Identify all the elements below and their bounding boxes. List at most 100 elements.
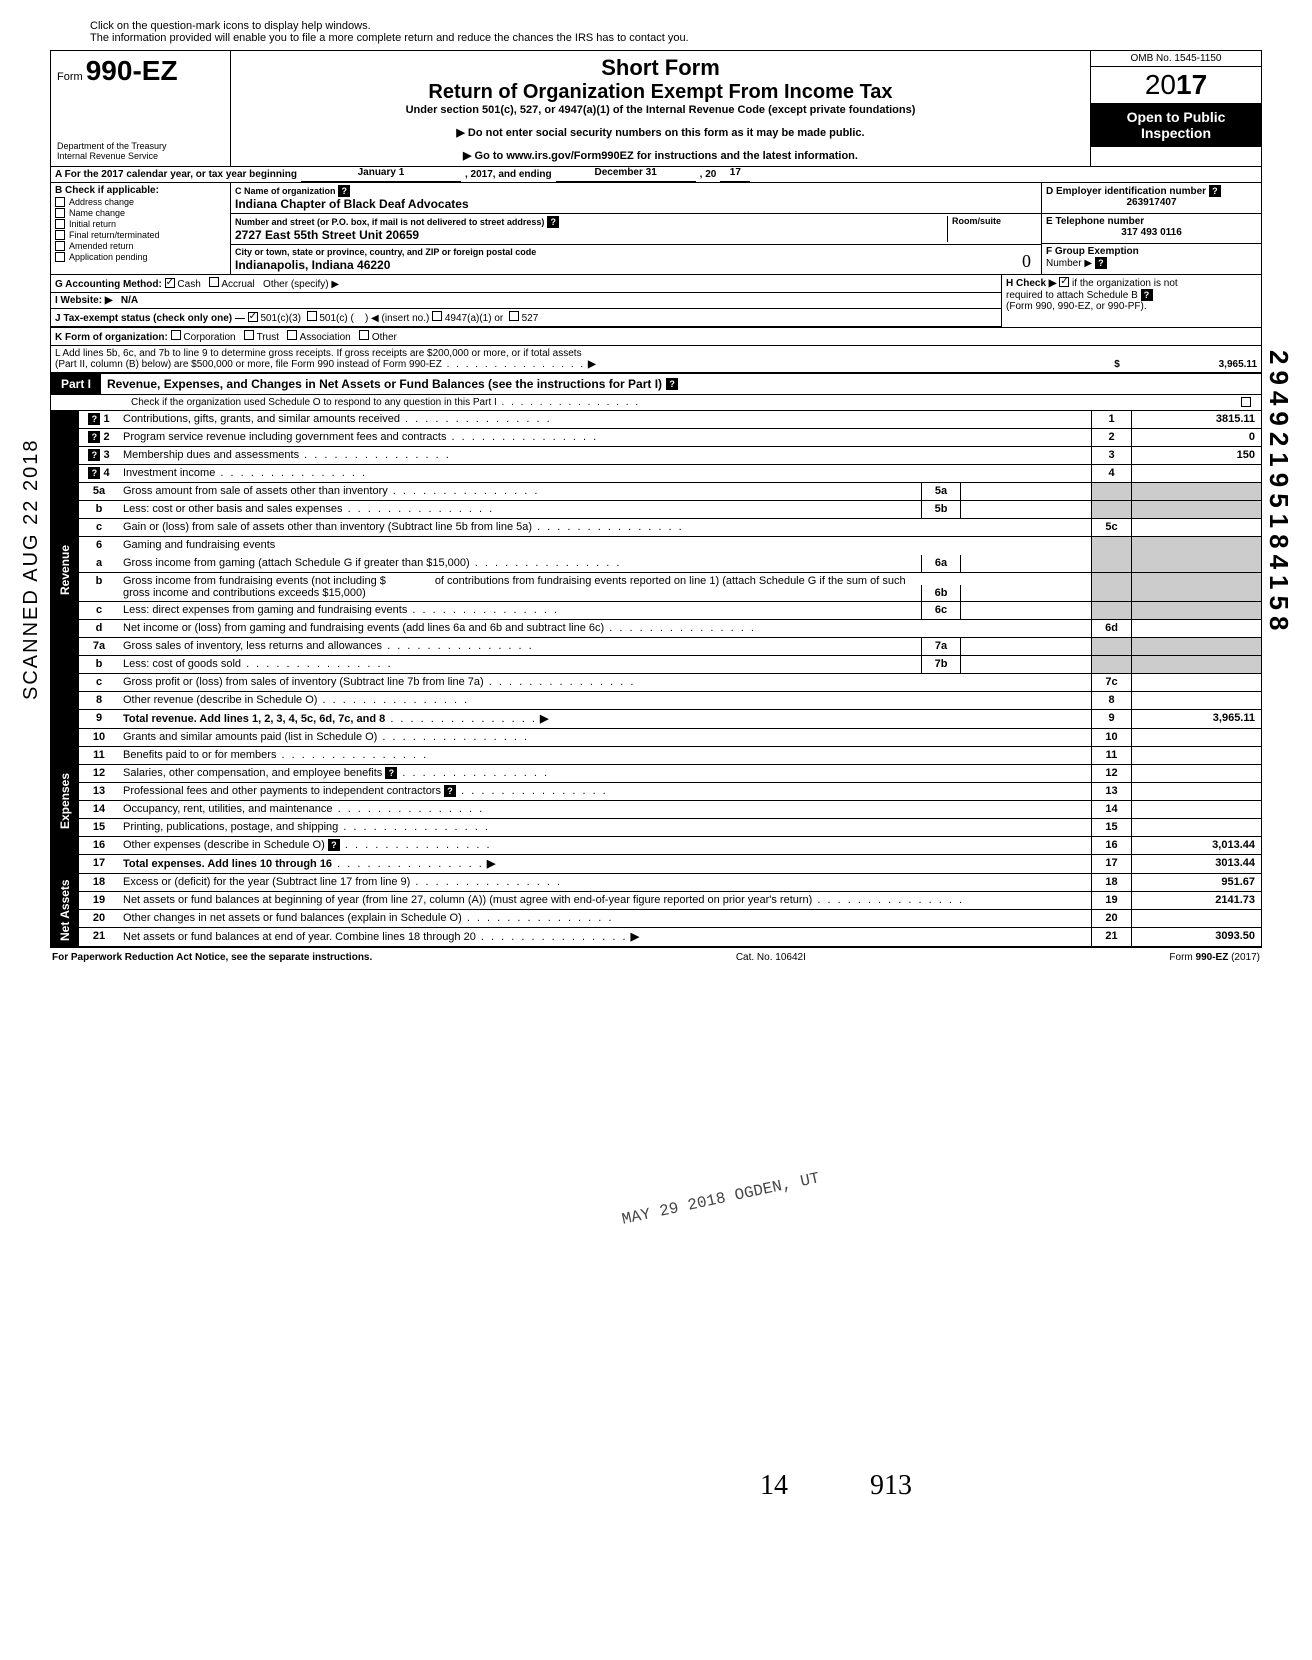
line2-amt: 0: [1131, 429, 1261, 446]
addr-label: Number and street (or P.O. box, if mail …: [235, 217, 544, 227]
tax-year-end: December 31: [556, 167, 696, 182]
form-990ez: Form 990-EZ Department of the Treasury I…: [50, 50, 1262, 948]
form-subtitle: Under section 501(c), 527, or 4947(a)(1)…: [239, 104, 1082, 116]
handwritten-zero: 0: [1022, 251, 1031, 272]
box-b: B Check if applicable: Address change Na…: [51, 183, 231, 274]
chk-address-change[interactable]: [55, 197, 65, 207]
chk-name-change[interactable]: [55, 208, 65, 218]
line-h: H Check ▶ if the organization is not req…: [1001, 275, 1261, 327]
received-stamp: MAY 29 2018 OGDEN, UT: [620, 1169, 821, 1229]
side-barcode-number: 29492195184158: [1263, 350, 1294, 636]
hint-line1: Click on the question-mark icons to disp…: [90, 20, 371, 32]
box-b-header: B Check if applicable:: [55, 185, 226, 196]
part1-check: Check if the organization used Schedule …: [51, 395, 1261, 411]
short-form: Short Form: [239, 55, 1082, 81]
help-icon[interactable]: ?: [1141, 289, 1153, 301]
chk-final-return[interactable]: [55, 230, 65, 240]
ein-label: D Employer identification number: [1046, 186, 1206, 197]
netassets-label: Net Assets: [51, 874, 79, 946]
addr-value: 2727 East 55th Street Unit 20659: [235, 228, 419, 242]
help-icon[interactable]: ?: [88, 431, 100, 443]
line-j: J Tax-exempt status (check only one) — 5…: [51, 309, 1001, 327]
help-icon[interactable]: ?: [88, 467, 100, 479]
chk-corporation[interactable]: [171, 330, 181, 340]
chk-trust[interactable]: [244, 330, 254, 340]
help-icon[interactable]: ?: [88, 449, 100, 461]
box-c: C Name of organization ? Indiana Chapter…: [231, 183, 1041, 274]
chk-accrual[interactable]: [209, 277, 219, 287]
form-word: Form: [57, 71, 83, 83]
hint-line2: The information provided will enable you…: [90, 32, 689, 44]
revenue-label: Revenue: [51, 411, 79, 728]
help-icon[interactable]: ?: [338, 185, 350, 197]
help-icon[interactable]: ?: [666, 378, 678, 390]
help-icon[interactable]: ?: [444, 785, 456, 797]
chk-other-org[interactable]: [359, 330, 369, 340]
open-public-2: Inspection: [1093, 125, 1259, 141]
form-number: 990-EZ: [86, 55, 178, 86]
help-icon[interactable]: ?: [385, 767, 397, 779]
header-left: Form 990-EZ Department of the Treasury I…: [51, 51, 231, 166]
group-exempt-label: F Group Exemption: [1046, 246, 1139, 257]
cat-no: Cat. No. 10642I: [736, 952, 806, 963]
line9-amt: 3,965.11: [1131, 710, 1261, 728]
chk-cash[interactable]: [165, 278, 175, 288]
help-icon[interactable]: ?: [88, 413, 100, 425]
part1-tab: Part I: [51, 374, 101, 394]
help-icon[interactable]: ?: [1095, 257, 1107, 269]
part1-title: Revenue, Expenses, and Changes in Net As…: [101, 377, 662, 391]
chk-association[interactable]: [287, 330, 297, 340]
year-prefix: 20: [1145, 69, 1176, 100]
room-label: Room/suite: [952, 216, 1001, 226]
chk-501c3[interactable]: [248, 312, 258, 322]
box-def: D Employer identification number ? 26391…: [1041, 183, 1261, 274]
year-bold: 17: [1176, 69, 1207, 100]
revenue-section: Revenue ? 1Contributions, gifts, grants,…: [51, 411, 1261, 729]
tax-year-yr: 17: [720, 167, 750, 182]
group-exempt-label2: Number ▶: [1046, 258, 1092, 269]
chk-schedule-o[interactable]: [1241, 397, 1251, 407]
chk-initial-return[interactable]: [55, 219, 65, 229]
chk-application-pending[interactable]: [55, 252, 65, 262]
line16-amt: 3,013.44: [1131, 837, 1261, 854]
city-label: City or town, state or province, country…: [235, 247, 536, 257]
line17-amt: 3013.44: [1131, 855, 1261, 873]
help-hint: Click on the question-mark icons to disp…: [90, 20, 1262, 44]
chk-501c[interactable]: [307, 311, 317, 321]
line21-amt: 3093.50: [1131, 928, 1261, 946]
form-header: Form 990-EZ Department of the Treasury I…: [51, 51, 1261, 167]
scanned-stamp: SCANNED AUG 22 2018: [20, 439, 43, 700]
website-value: N/A: [121, 295, 138, 306]
chk-amended-return[interactable]: [55, 241, 65, 251]
org-name: Indiana Chapter of Black Deaf Advocates: [235, 197, 469, 211]
line-l: L Add lines 5b, 6c, and 7b to line 9 to …: [51, 346, 1261, 373]
chk-527[interactable]: [509, 311, 519, 321]
omb-number: OMB No. 1545-1150: [1091, 51, 1261, 67]
help-icon[interactable]: ?: [328, 839, 340, 851]
line-a-mid: , 2017, and ending: [461, 167, 556, 182]
expenses-label: Expenses: [51, 729, 79, 873]
netassets-section: Net Assets 18Excess or (deficit) for the…: [51, 874, 1261, 947]
phone-value: 317 493 0116: [1046, 227, 1257, 238]
paperwork-notice: For Paperwork Reduction Act Notice, see …: [52, 952, 372, 963]
header-right: OMB No. 1545-1150 2017 Open to Public In…: [1091, 51, 1261, 166]
line3-amt: 150: [1131, 447, 1261, 464]
part1-header: Part I Revenue, Expenses, and Changes in…: [51, 373, 1261, 395]
help-icon[interactable]: ?: [547, 216, 559, 228]
line4-amt: [1131, 465, 1261, 482]
line-i: I Website: ▶ N/A: [51, 293, 1001, 309]
handwritten-913: 913: [870, 1470, 912, 1502]
chk-schedule-b[interactable]: [1059, 277, 1069, 287]
phone-label: E Telephone number: [1046, 216, 1144, 227]
line19-amt: 2141.73: [1131, 892, 1261, 909]
ein-value: 263917407: [1046, 197, 1257, 208]
expenses-section: Expenses 10Grants and similar amounts pa…: [51, 729, 1261, 874]
line18-amt: 951.67: [1131, 874, 1261, 891]
line-a-yrprefix: , 20: [696, 167, 721, 182]
form-footer: For Paperwork Reduction Act Notice, see …: [50, 948, 1262, 967]
chk-4947[interactable]: [432, 311, 442, 321]
line-g: G Accounting Method: Cash Accrual Other …: [51, 275, 1001, 293]
line-k: K Form of organization: Corporation Trus…: [51, 328, 1261, 346]
header-center: Short Form Return of Organization Exempt…: [231, 51, 1091, 166]
help-icon[interactable]: ?: [1209, 185, 1221, 197]
